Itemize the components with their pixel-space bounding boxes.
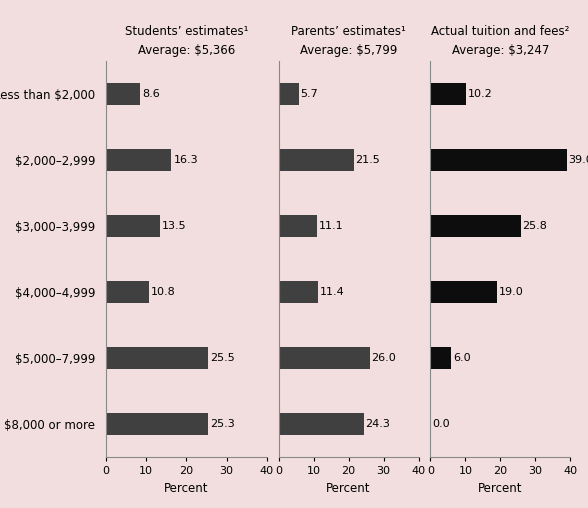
Text: 11.4: 11.4: [320, 287, 345, 297]
X-axis label: Percent: Percent: [326, 482, 371, 495]
Text: 26.0: 26.0: [372, 353, 396, 363]
Bar: [430, 347, 452, 369]
Bar: [106, 215, 160, 237]
Bar: [430, 149, 567, 171]
Text: 21.5: 21.5: [356, 155, 380, 165]
Bar: [430, 83, 466, 105]
Text: 10.8: 10.8: [151, 287, 176, 297]
Bar: [279, 83, 299, 105]
X-axis label: Percent: Percent: [478, 482, 523, 495]
Bar: [279, 149, 354, 171]
Text: 16.3: 16.3: [173, 155, 198, 165]
X-axis label: Percent: Percent: [164, 482, 209, 495]
Title: Parents’ estimates¹
Average: $5,799: Parents’ estimates¹ Average: $5,799: [291, 25, 406, 57]
Bar: [430, 281, 497, 303]
Text: 39.0: 39.0: [569, 155, 588, 165]
Text: 0.0: 0.0: [432, 419, 449, 429]
Bar: [279, 215, 318, 237]
Text: 8.6: 8.6: [142, 89, 160, 99]
Bar: [279, 414, 363, 435]
Text: 25.5: 25.5: [211, 353, 235, 363]
Title: Actual tuition and fees²
Average: $3,247: Actual tuition and fees² Average: $3,247: [431, 25, 570, 57]
Text: 11.1: 11.1: [319, 221, 344, 231]
Bar: [430, 215, 520, 237]
Bar: [106, 149, 172, 171]
Bar: [279, 281, 319, 303]
Text: 10.2: 10.2: [468, 89, 493, 99]
Text: 6.0: 6.0: [453, 353, 471, 363]
Bar: [106, 83, 141, 105]
Bar: [106, 347, 209, 369]
Text: 25.8: 25.8: [522, 221, 547, 231]
Bar: [279, 347, 370, 369]
Text: 5.7: 5.7: [300, 89, 318, 99]
Text: 25.3: 25.3: [210, 419, 235, 429]
Title: Students’ estimates¹
Average: $5,366: Students’ estimates¹ Average: $5,366: [125, 25, 248, 57]
Text: 19.0: 19.0: [499, 287, 523, 297]
Text: 24.3: 24.3: [365, 419, 390, 429]
Bar: [106, 414, 208, 435]
Bar: [106, 281, 149, 303]
Text: 13.5: 13.5: [162, 221, 187, 231]
